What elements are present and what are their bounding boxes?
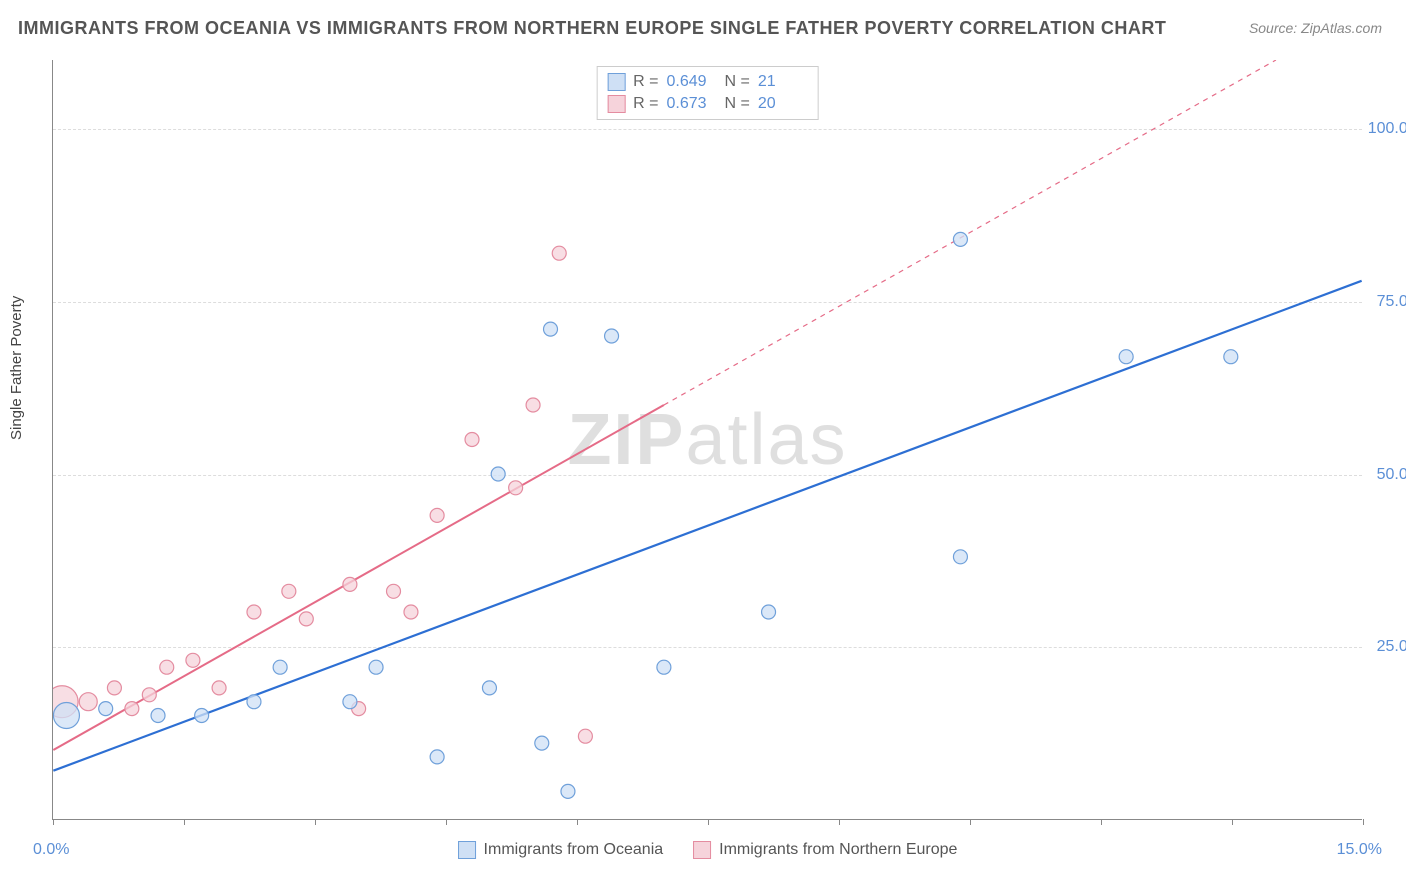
- data-point: [343, 695, 357, 709]
- x-tick-mark: [1363, 819, 1364, 825]
- data-point: [762, 605, 776, 619]
- chart-title: IMMIGRANTS FROM OCEANIA VS IMMIGRANTS FR…: [18, 18, 1166, 39]
- data-point: [212, 681, 226, 695]
- data-point: [544, 322, 558, 336]
- y-tick-label: 75.0%: [1367, 293, 1406, 311]
- chart-svg: [53, 60, 1362, 819]
- y-axis-label: Single Father Poverty: [8, 296, 25, 440]
- y-tick-label: 50.0%: [1367, 466, 1406, 484]
- data-point: [99, 702, 113, 716]
- n-label: N =: [725, 73, 750, 91]
- r-value-neurope: 0.673: [667, 95, 717, 113]
- data-point: [552, 246, 566, 260]
- x-tick-mark: [1101, 819, 1102, 825]
- data-point: [1224, 350, 1238, 364]
- legend-swatch-neurope: [607, 95, 625, 113]
- y-tick-label: 25.0%: [1367, 638, 1406, 656]
- data-point: [605, 329, 619, 343]
- x-tick-mark: [839, 819, 840, 825]
- data-point: [247, 695, 261, 709]
- data-point: [53, 703, 79, 729]
- x-tick-mark: [184, 819, 185, 825]
- legend-item: Immigrants from Northern Europe: [693, 841, 957, 859]
- data-point: [107, 681, 121, 695]
- x-tick-mark: [446, 819, 447, 825]
- x-axis-max-label: 15.0%: [1337, 841, 1382, 859]
- correlation-legend: R = 0.649 N = 21 R = 0.673 N = 20: [596, 66, 819, 120]
- x-tick-mark: [708, 819, 709, 825]
- data-point: [404, 605, 418, 619]
- legend-row: R = 0.649 N = 21: [607, 71, 808, 93]
- data-point: [657, 660, 671, 674]
- data-point: [509, 481, 523, 495]
- data-point: [1119, 350, 1133, 364]
- data-point: [430, 750, 444, 764]
- r-label: R =: [633, 73, 658, 91]
- n-value-oceania: 21: [758, 73, 808, 91]
- data-point: [343, 577, 357, 591]
- data-point: [561, 784, 575, 798]
- data-point: [953, 550, 967, 564]
- data-point: [578, 729, 592, 743]
- data-point: [387, 584, 401, 598]
- data-point: [282, 584, 296, 598]
- n-value-neurope: 20: [758, 95, 808, 113]
- data-point: [953, 232, 967, 246]
- data-point: [299, 612, 313, 626]
- x-tick-mark: [970, 819, 971, 825]
- legend-item: Immigrants from Oceania: [458, 841, 664, 859]
- data-point: [535, 736, 549, 750]
- plot-area: ZIPatlas R = 0.649 N = 21 R = 0.673 N = …: [52, 60, 1362, 820]
- x-tick-mark: [1232, 819, 1233, 825]
- x-tick-mark: [315, 819, 316, 825]
- data-point: [151, 709, 165, 723]
- x-tick-mark: [577, 819, 578, 825]
- legend-swatch-neurope: [693, 841, 711, 859]
- data-point: [142, 688, 156, 702]
- series-legend: Immigrants from Oceania Immigrants from …: [458, 841, 958, 859]
- data-point: [430, 508, 444, 522]
- data-point: [79, 693, 97, 711]
- legend-swatch-oceania: [458, 841, 476, 859]
- data-point: [160, 660, 174, 674]
- y-tick-label: 100.0%: [1367, 120, 1406, 138]
- data-point: [465, 433, 479, 447]
- legend-label-oceania: Immigrants from Oceania: [484, 841, 664, 859]
- r-value-oceania: 0.649: [667, 73, 717, 91]
- legend-label-neurope: Immigrants from Northern Europe: [719, 841, 957, 859]
- data-point: [125, 702, 139, 716]
- x-tick-mark: [53, 819, 54, 825]
- x-axis-min-label: 0.0%: [33, 841, 69, 859]
- r-label: R =: [633, 95, 658, 113]
- data-point: [247, 605, 261, 619]
- data-point: [482, 681, 496, 695]
- data-point: [186, 653, 200, 667]
- data-point: [526, 398, 540, 412]
- n-label: N =: [725, 95, 750, 113]
- data-point: [273, 660, 287, 674]
- data-point: [491, 467, 505, 481]
- legend-swatch-oceania: [607, 73, 625, 91]
- data-point: [369, 660, 383, 674]
- legend-row: R = 0.673 N = 20: [607, 93, 808, 115]
- data-point: [195, 709, 209, 723]
- source-attribution: Source: ZipAtlas.com: [1249, 20, 1382, 36]
